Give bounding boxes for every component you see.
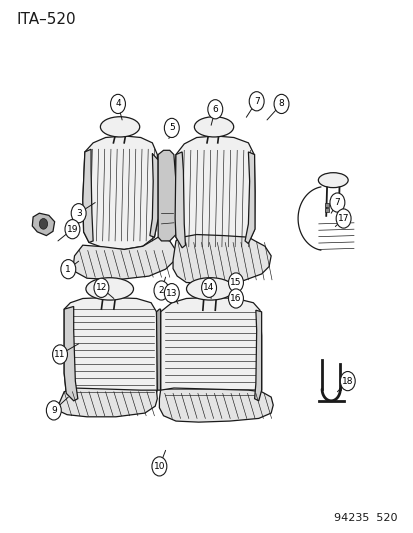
Polygon shape xyxy=(156,309,160,390)
Circle shape xyxy=(39,219,47,229)
Circle shape xyxy=(46,401,61,420)
Polygon shape xyxy=(64,297,157,410)
Polygon shape xyxy=(64,306,78,401)
Circle shape xyxy=(273,94,288,114)
Text: 94235  520: 94235 520 xyxy=(333,513,396,523)
Circle shape xyxy=(164,284,179,303)
Polygon shape xyxy=(150,154,158,237)
Text: 2: 2 xyxy=(158,286,164,295)
Circle shape xyxy=(329,193,344,212)
Text: 1: 1 xyxy=(65,265,71,273)
Circle shape xyxy=(335,209,350,228)
Polygon shape xyxy=(83,136,158,249)
Circle shape xyxy=(339,372,354,391)
Circle shape xyxy=(71,204,86,223)
Text: 7: 7 xyxy=(253,97,259,106)
Text: 5: 5 xyxy=(169,124,174,132)
Circle shape xyxy=(94,278,109,297)
Polygon shape xyxy=(254,310,261,401)
Polygon shape xyxy=(58,388,157,417)
Polygon shape xyxy=(174,136,254,253)
Text: ITA–520: ITA–520 xyxy=(17,12,76,27)
FancyBboxPatch shape xyxy=(336,203,340,207)
Text: 14: 14 xyxy=(203,284,214,292)
Circle shape xyxy=(164,118,179,138)
Circle shape xyxy=(152,457,166,476)
Text: 8: 8 xyxy=(278,100,284,108)
Text: 18: 18 xyxy=(341,377,353,385)
Polygon shape xyxy=(173,235,271,284)
Circle shape xyxy=(228,273,243,292)
Circle shape xyxy=(61,260,76,279)
Text: 13: 13 xyxy=(166,289,177,297)
Circle shape xyxy=(110,94,125,114)
FancyBboxPatch shape xyxy=(324,208,328,212)
Circle shape xyxy=(228,289,243,308)
Text: 17: 17 xyxy=(337,214,349,223)
Text: 9: 9 xyxy=(51,406,57,415)
Ellipse shape xyxy=(194,117,233,137)
Polygon shape xyxy=(32,213,55,236)
Ellipse shape xyxy=(186,278,234,300)
Ellipse shape xyxy=(100,117,139,137)
Circle shape xyxy=(207,100,222,119)
Circle shape xyxy=(52,345,67,364)
Text: 3: 3 xyxy=(76,209,81,217)
FancyBboxPatch shape xyxy=(336,208,340,212)
Circle shape xyxy=(249,92,263,111)
Text: 4: 4 xyxy=(115,100,121,108)
Text: 10: 10 xyxy=(153,462,165,471)
Text: 7: 7 xyxy=(334,198,339,207)
Polygon shape xyxy=(158,150,177,241)
Polygon shape xyxy=(175,152,185,248)
Polygon shape xyxy=(159,388,273,422)
Ellipse shape xyxy=(318,173,347,188)
FancyBboxPatch shape xyxy=(324,203,328,207)
Text: 15: 15 xyxy=(230,278,241,287)
Text: 11: 11 xyxy=(54,350,66,359)
Polygon shape xyxy=(244,152,254,244)
Text: 12: 12 xyxy=(95,284,107,292)
Circle shape xyxy=(201,278,216,297)
Text: 6: 6 xyxy=(212,105,218,114)
Polygon shape xyxy=(83,149,93,243)
Polygon shape xyxy=(160,297,261,413)
Text: 16: 16 xyxy=(230,294,241,303)
Circle shape xyxy=(65,220,80,239)
Polygon shape xyxy=(74,237,176,280)
Text: 19: 19 xyxy=(66,225,78,233)
Circle shape xyxy=(154,281,169,300)
Ellipse shape xyxy=(86,278,133,300)
